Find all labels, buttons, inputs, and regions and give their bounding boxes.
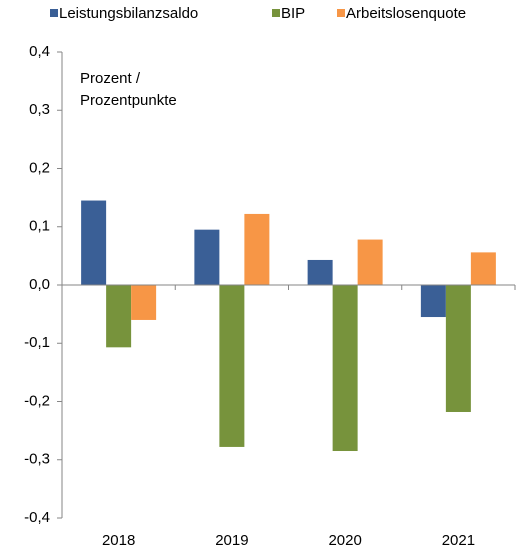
- bar: [307, 259, 333, 285]
- bar: [420, 285, 446, 318]
- bar: [131, 285, 157, 320]
- bar: [81, 200, 107, 285]
- bar: [445, 285, 471, 412]
- unit-label: Prozentpunkte: [80, 92, 177, 109]
- legend-swatch: [50, 9, 58, 17]
- legend-label: Arbeitslosenquote: [346, 5, 466, 22]
- y-tick-label: 0,0: [29, 276, 50, 293]
- x-tick-label: 2018: [102, 532, 135, 547]
- unit-label: Prozent /: [80, 70, 141, 87]
- y-tick-label: 0,2: [29, 159, 50, 176]
- y-tick-label: -0,3: [24, 451, 50, 468]
- bar: [357, 239, 383, 285]
- bar: [470, 252, 496, 285]
- bar: [106, 285, 132, 348]
- x-tick-label: 2021: [442, 532, 475, 547]
- legend-swatch: [337, 9, 345, 17]
- bar: [219, 285, 245, 447]
- x-tick-label: 2020: [328, 532, 361, 547]
- y-tick-label: -0,1: [24, 334, 50, 351]
- y-tick-label: -0,4: [24, 509, 50, 526]
- y-tick-label: -0,2: [24, 392, 50, 409]
- legend-swatch: [272, 9, 280, 17]
- bar: [194, 229, 220, 285]
- legend-label: Leistungsbilanzsaldo: [59, 5, 198, 22]
- y-tick-label: 0,1: [29, 218, 50, 235]
- x-tick-label: 2019: [215, 532, 248, 547]
- bar: [332, 285, 358, 452]
- y-tick-label: 0,4: [29, 43, 50, 60]
- y-tick-label: 0,3: [29, 101, 50, 118]
- bar: [244, 213, 270, 285]
- legend-label: BIP: [281, 5, 305, 22]
